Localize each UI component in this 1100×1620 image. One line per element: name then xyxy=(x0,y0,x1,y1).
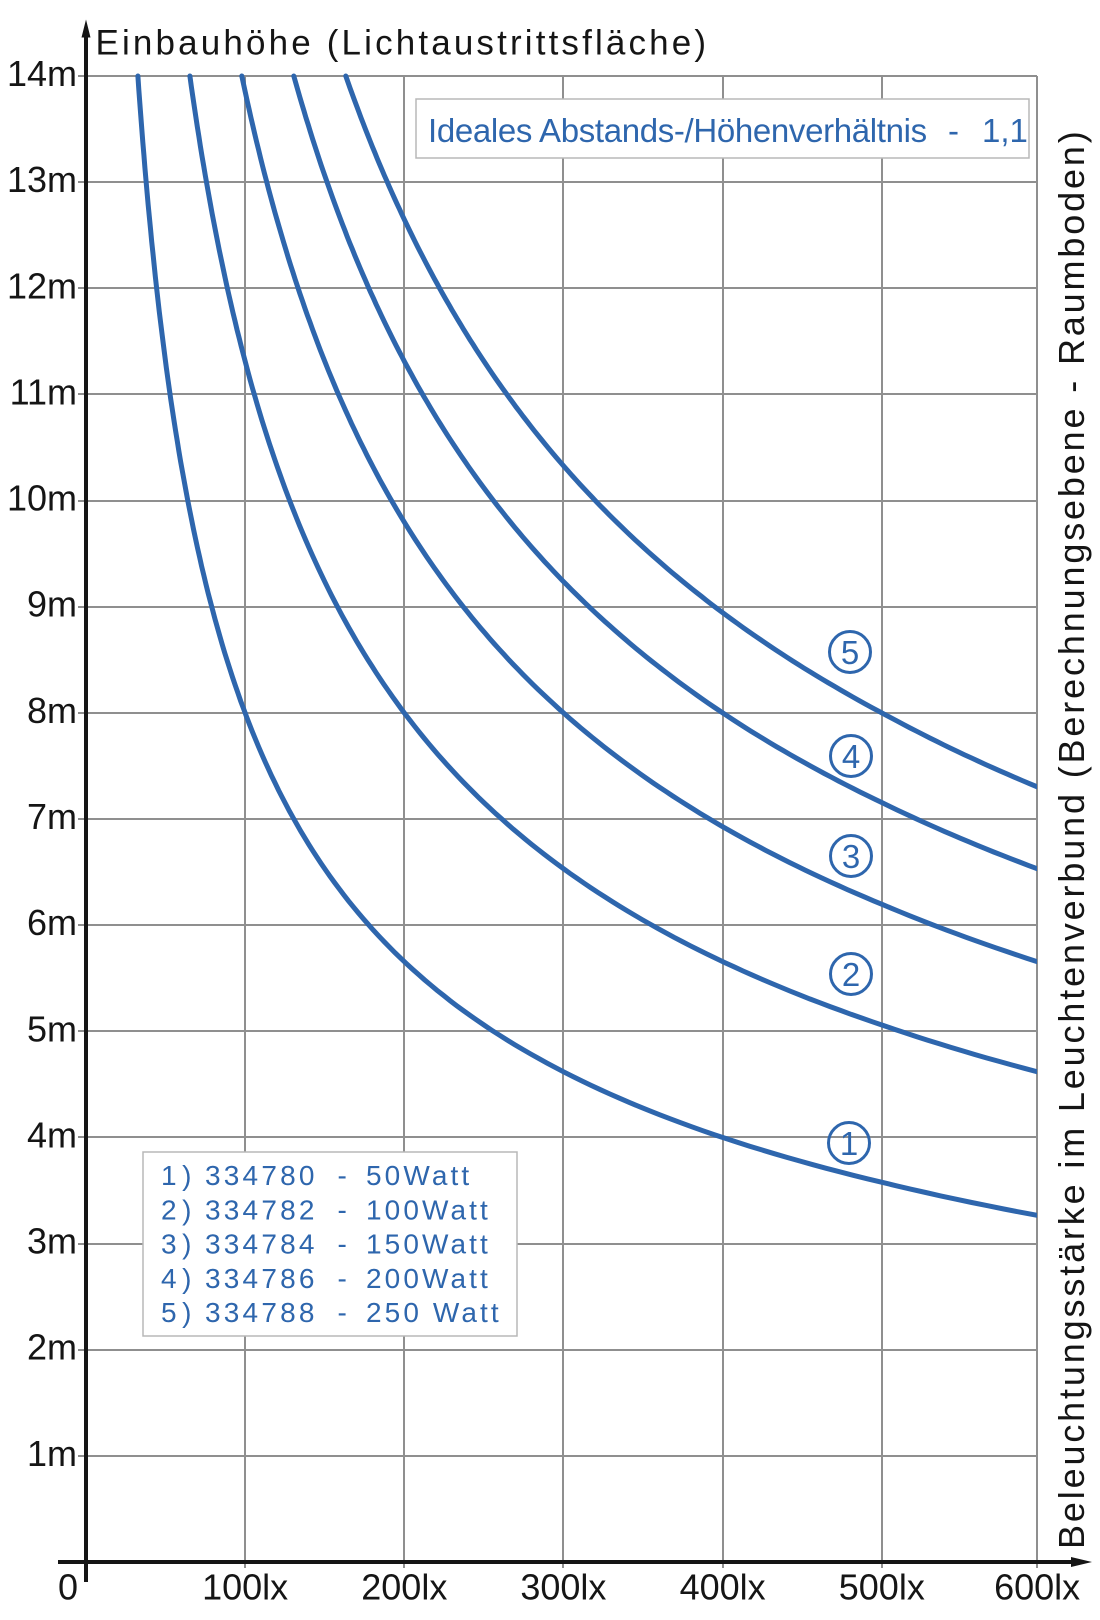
svg-text:600lx: 600lx xyxy=(994,1567,1080,1608)
svg-text:250 Watt: 250 Watt xyxy=(366,1297,502,1328)
svg-text:2: 2 xyxy=(842,956,860,993)
svg-text:334780: 334780 xyxy=(205,1160,318,1191)
svg-text:2): 2) xyxy=(161,1194,197,1225)
svg-text:5: 5 xyxy=(841,634,859,671)
svg-text:12m: 12m xyxy=(7,265,77,306)
svg-text:-: - xyxy=(338,1263,347,1294)
svg-text:100lx: 100lx xyxy=(202,1567,288,1608)
svg-text:10m: 10m xyxy=(7,478,77,519)
svg-text:4m: 4m xyxy=(27,1114,77,1155)
svg-text:-: - xyxy=(948,112,959,149)
svg-text:3m: 3m xyxy=(27,1221,77,1262)
svg-text:1m: 1m xyxy=(27,1433,77,1474)
svg-text:334788: 334788 xyxy=(205,1297,318,1328)
svg-text:5): 5) xyxy=(161,1297,197,1328)
svg-text:Einbauhöhe (Lichtaustrittsfläc: Einbauhöhe (Lichtaustrittsfläche) xyxy=(96,24,710,63)
svg-text:13m: 13m xyxy=(7,159,77,200)
svg-text:-: - xyxy=(338,1160,347,1191)
svg-text:-: - xyxy=(338,1297,347,1328)
svg-text:100Watt: 100Watt xyxy=(366,1194,491,1225)
svg-text:Ideales Abstands-/Höhenverhält: Ideales Abstands-/Höhenverhältnis xyxy=(428,112,927,149)
svg-text:1): 1) xyxy=(161,1160,197,1191)
svg-text:2m: 2m xyxy=(27,1327,77,1368)
svg-text:-: - xyxy=(338,1229,347,1260)
svg-text:0: 0 xyxy=(58,1567,78,1608)
svg-text:400lx: 400lx xyxy=(680,1567,766,1608)
svg-text:9m: 9m xyxy=(27,584,77,625)
svg-text:7m: 7m xyxy=(27,796,77,837)
svg-text:6m: 6m xyxy=(27,902,77,943)
svg-text:1,1: 1,1 xyxy=(982,112,1028,149)
svg-text:3: 3 xyxy=(842,838,860,875)
svg-text:11m: 11m xyxy=(10,371,77,412)
svg-text:334786: 334786 xyxy=(205,1263,318,1294)
svg-text:1: 1 xyxy=(840,1125,858,1162)
svg-text:200Watt: 200Watt xyxy=(366,1263,491,1294)
svg-text:4): 4) xyxy=(161,1263,197,1294)
svg-text:334782: 334782 xyxy=(205,1194,318,1225)
svg-text:200lx: 200lx xyxy=(361,1567,447,1608)
svg-text:300lx: 300lx xyxy=(520,1567,606,1608)
svg-text:5m: 5m xyxy=(27,1008,77,1049)
svg-text:334784: 334784 xyxy=(205,1229,318,1260)
svg-text:-: - xyxy=(338,1194,347,1225)
svg-text:8m: 8m xyxy=(27,690,77,731)
svg-text:3): 3) xyxy=(161,1229,197,1260)
svg-text:4: 4 xyxy=(842,738,860,775)
svg-text:150Watt: 150Watt xyxy=(366,1229,491,1260)
svg-text:500lx: 500lx xyxy=(839,1567,925,1608)
svg-text:50Watt: 50Watt xyxy=(366,1160,472,1191)
svg-text:14m: 14m xyxy=(7,53,77,94)
svg-text:Beleuchtungsstärke im Leuchten: Beleuchtungsstärke im Leuchtenverbund (B… xyxy=(1051,128,1092,1549)
